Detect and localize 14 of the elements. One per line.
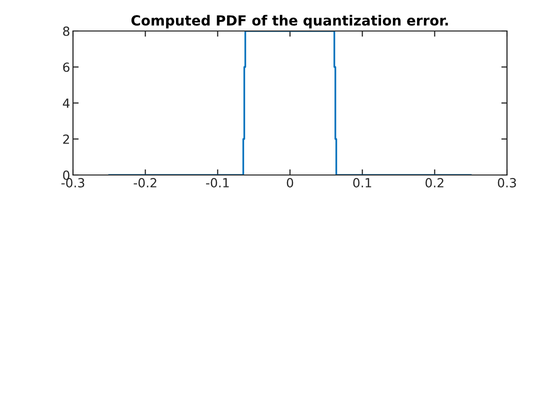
x-tick-label: -0.1 bbox=[206, 178, 229, 188]
chart-title: Computed PDF of the quantization error. bbox=[131, 14, 448, 28]
line-series bbox=[108, 31, 472, 175]
y-tick-label: 2 bbox=[63, 134, 69, 144]
x-tick-label: -0.3 bbox=[61, 178, 84, 188]
x-tick-label: -0.2 bbox=[134, 178, 156, 188]
x-tick-label: 0.2 bbox=[426, 178, 444, 188]
y-tick-label: 0 bbox=[63, 170, 70, 180]
x-tick-label: 0.1 bbox=[353, 178, 372, 188]
y-tick-label: 8 bbox=[63, 26, 70, 36]
y-tick-label: 6 bbox=[63, 62, 70, 72]
x-tick-label: 0.3 bbox=[498, 178, 516, 188]
x-tick-label: 0 bbox=[286, 178, 294, 188]
y-tick-label: 4 bbox=[62, 98, 70, 108]
